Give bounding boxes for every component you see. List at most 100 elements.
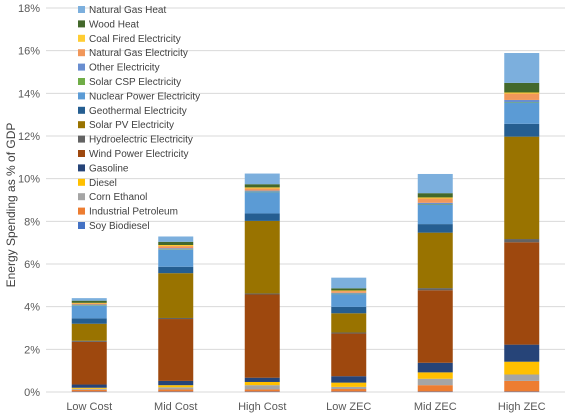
bar-segment — [504, 93, 540, 100]
legend-swatch — [78, 207, 85, 215]
bars — [71, 53, 540, 393]
y-tick-label: 2% — [24, 344, 40, 356]
bar-segment — [244, 391, 280, 393]
bar-segment — [417, 204, 453, 205]
bar-segment — [158, 249, 194, 250]
x-tick-label: Low ZEC — [326, 401, 371, 413]
bar-segment — [158, 387, 194, 390]
y-axis-ticks: 0% 2% 4% 6% 8% 10% 12% 14% 16% 18% — [18, 3, 40, 399]
y-tick-label: 16% — [18, 46, 40, 58]
legend-swatch — [78, 34, 85, 42]
bar-segment — [244, 389, 280, 392]
legend-item: Nuclear Power Electricity — [78, 91, 200, 102]
legend-item: Diesel — [78, 178, 117, 189]
legend-swatch — [78, 92, 85, 100]
bar-segment — [417, 385, 453, 392]
x-tick-label: Low Cost — [66, 401, 112, 413]
bar-segment — [244, 220, 280, 294]
bar-segment — [504, 361, 540, 375]
bar-segment — [331, 288, 367, 291]
legend-swatch — [78, 49, 85, 57]
legend-swatch — [78, 193, 85, 201]
bar-segment — [504, 374, 540, 381]
bar-segment — [331, 294, 367, 307]
y-axis-label: Energy Spending as % of GDP — [4, 123, 18, 288]
bar-segment — [331, 391, 367, 393]
bar-segment — [417, 288, 453, 291]
bar-segment — [417, 232, 453, 289]
legend: Natural Gas Heat Wood Heat Coal Fired Elec… — [78, 5, 200, 232]
y-tick-label: 12% — [18, 131, 40, 143]
bar-segment — [331, 293, 367, 295]
legend-label: Nuclear Power Electricity — [89, 91, 200, 102]
bar-segment — [244, 377, 280, 382]
bar-segment — [71, 387, 107, 389]
bar-segment — [244, 293, 280, 295]
bar-segment — [417, 391, 453, 393]
legend-label: Hydroelectric Electricity — [89, 135, 193, 146]
legend-label: Gasoline — [89, 163, 129, 174]
bar-segment — [331, 376, 367, 383]
bar-segment — [331, 389, 367, 392]
legend-item: Wood Heat — [78, 19, 139, 30]
bar-segment — [244, 192, 280, 214]
bar-segment — [71, 391, 107, 393]
bar-segment — [71, 298, 107, 301]
x-tick-label: Mid Cost — [154, 401, 197, 413]
legend-swatch — [78, 164, 85, 172]
bar-segment — [331, 306, 367, 314]
bar-segment — [158, 266, 194, 274]
legend-label: Wind Power Electricity — [89, 149, 188, 160]
bar-segment — [244, 294, 280, 378]
bar-segment — [331, 386, 367, 390]
legend-label: Natural Gas Electricity — [89, 48, 188, 59]
legend-label: Coal Fired Electricity — [89, 34, 181, 45]
bar-segment — [158, 385, 194, 388]
legend-item: Solar PV Electricity — [78, 120, 174, 131]
y-tick-label: 14% — [18, 88, 40, 100]
legend-item: Industrial Petroleum — [78, 207, 178, 218]
bar-segment — [244, 188, 280, 191]
bar-segment — [417, 198, 453, 203]
legend-item: Natural Gas Electricity — [78, 48, 188, 59]
y-tick-label: 18% — [18, 3, 40, 15]
bar-segment — [504, 102, 540, 103]
legend-swatch — [78, 106, 85, 114]
bar-segment — [158, 249, 194, 267]
bar-segment — [71, 304, 107, 306]
bar-segment — [504, 82, 540, 93]
bar-segment — [331, 333, 367, 377]
bar-segment — [158, 246, 194, 249]
bar-segment — [417, 173, 453, 194]
bar-segment — [71, 305, 107, 306]
bar-segment — [331, 290, 367, 292]
bar-segment — [417, 378, 453, 386]
bar-segment — [158, 245, 194, 247]
legend-swatch — [78, 135, 85, 143]
legend-swatch — [78, 63, 85, 71]
bar-segment — [417, 197, 453, 199]
x-tick-label: Mid ZEC — [414, 401, 457, 413]
bar-segment — [244, 213, 280, 221]
legend-label: Solar PV Electricity — [89, 120, 174, 131]
bar-segment — [71, 389, 107, 392]
y-tick-label: 8% — [24, 216, 40, 228]
legend-swatch — [78, 150, 85, 157]
bar-segment — [244, 191, 280, 193]
legend-swatch — [78, 121, 85, 129]
legend-swatch — [78, 6, 85, 13]
bar-segment — [244, 381, 280, 386]
bar-segment — [331, 382, 367, 387]
bar-segment — [158, 319, 194, 381]
legend-swatch — [78, 20, 85, 28]
bar-segment — [504, 239, 540, 243]
gridlines — [46, 7, 565, 393]
bar-segment — [71, 384, 107, 388]
legend-item: Corn Ethanol — [78, 192, 147, 203]
bar-segment — [71, 340, 107, 342]
bar-segment — [504, 53, 540, 83]
legend-label: Other Electricity — [89, 63, 160, 74]
bar-segment — [71, 341, 107, 385]
bar-segment — [244, 173, 280, 185]
legend-label: Industrial Petroleum — [89, 207, 178, 218]
